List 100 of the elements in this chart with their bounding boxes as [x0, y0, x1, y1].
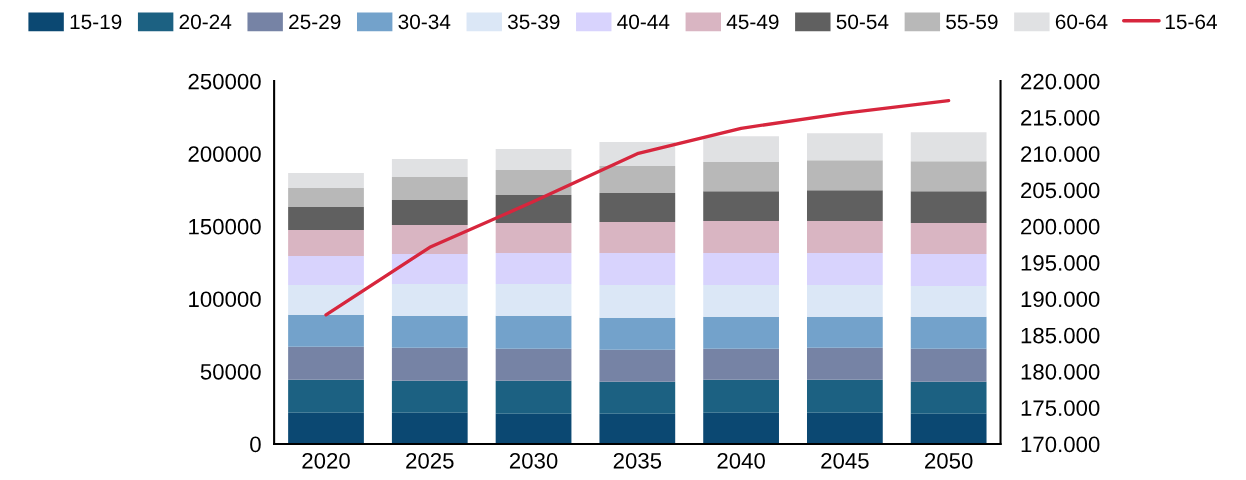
bar	[391, 315, 468, 348]
bar	[703, 221, 779, 253]
bar	[495, 170, 572, 196]
bar	[703, 348, 779, 380]
y2-tick-label: 180.000	[1021, 363, 1100, 380]
bar	[807, 160, 883, 191]
y-tick-label: 50000	[200, 363, 261, 380]
bar	[495, 283, 572, 316]
bar	[391, 159, 468, 178]
bar	[495, 315, 572, 349]
y2-tick-label: 190.000	[1021, 291, 1100, 308]
bar	[288, 173, 364, 188]
y-tick-label: 100000	[189, 291, 261, 308]
bar	[703, 162, 779, 192]
bar	[910, 316, 987, 349]
y2-tick-label: 195.000	[1021, 255, 1100, 271]
bar	[703, 191, 779, 222]
bar	[495, 149, 572, 171]
bar	[599, 317, 676, 350]
y-tick-label: 150000	[189, 218, 261, 235]
bar	[288, 206, 364, 230]
bar	[599, 381, 676, 414]
bar	[288, 412, 364, 444]
x-tick-label: 2045	[821, 452, 869, 469]
y2-tick-label: 215.000	[1021, 109, 1100, 126]
bar	[807, 190, 883, 222]
bar	[807, 284, 883, 317]
x-tick-label: 2020	[302, 452, 350, 469]
bar	[703, 284, 779, 317]
y2-tick-label: 185.000	[1021, 327, 1100, 344]
y2-tick-label: 220.000	[1021, 73, 1100, 90]
y2-tick-label: 175.000	[1021, 400, 1100, 416]
x-tick-label: 2050	[925, 452, 973, 469]
bar	[703, 316, 779, 349]
bar	[288, 187, 364, 207]
x-tick-label: 2040	[717, 452, 765, 469]
bar	[599, 413, 676, 444]
bar	[288, 284, 364, 315]
bar	[910, 381, 987, 414]
bar	[599, 222, 676, 253]
bar	[599, 193, 676, 223]
bar	[599, 252, 676, 285]
legend-label: 45-49	[726, 14, 779, 30]
bar	[807, 316, 883, 348]
y2-tick-label: 170.000	[1021, 436, 1100, 453]
y-tick-label: 200000	[188, 146, 261, 162]
bar	[910, 161, 987, 192]
bar	[391, 283, 468, 316]
bar	[599, 349, 676, 382]
bar	[288, 379, 364, 413]
bar	[391, 224, 468, 254]
legend-label: 25-29	[289, 14, 341, 30]
bar	[807, 347, 883, 380]
legend-label: 40-44	[617, 14, 670, 30]
bar	[910, 191, 987, 224]
y2-tick-label: 205.000	[1021, 182, 1100, 199]
legend-label: 50-54	[836, 14, 889, 30]
bar	[807, 133, 883, 161]
bar	[910, 285, 987, 317]
y-tick-label: 0	[250, 436, 261, 453]
legend-label: 35-39	[507, 14, 560, 30]
bar	[807, 221, 883, 253]
bar	[910, 223, 987, 254]
bar	[703, 379, 779, 413]
bar	[391, 254, 468, 284]
legend-label: 60-64	[1055, 14, 1108, 30]
legend-label: 15-19	[70, 14, 122, 30]
bar	[495, 380, 572, 414]
legend-label: 55-59	[946, 14, 998, 30]
bar	[391, 347, 468, 381]
legend-label: 15-64	[1165, 14, 1217, 30]
y-tick-label: 250000	[188, 73, 261, 90]
bar	[703, 412, 779, 444]
bar	[288, 229, 364, 256]
bar	[807, 252, 883, 285]
bar	[288, 255, 364, 285]
bar	[391, 412, 468, 444]
bar	[391, 200, 468, 225]
bar	[495, 195, 572, 224]
bar	[910, 254, 987, 286]
bar	[495, 223, 572, 253]
y2-tick-label: 200.000	[1021, 218, 1100, 235]
bar	[391, 380, 468, 413]
bar	[495, 252, 572, 284]
bar	[807, 379, 883, 413]
bar	[288, 314, 364, 347]
x-tick-label: 2030	[509, 452, 558, 469]
bar	[703, 252, 779, 285]
bar	[599, 166, 676, 194]
legend-label: 20-24	[179, 14, 232, 30]
x-tick-label: 2035	[613, 452, 662, 469]
bar	[910, 413, 987, 444]
bar	[910, 132, 987, 162]
bar	[495, 348, 572, 381]
bar	[807, 412, 883, 444]
y2-tick-label: 210.000	[1021, 146, 1100, 162]
bar	[391, 177, 468, 200]
bar	[703, 136, 779, 163]
bar	[495, 413, 572, 444]
bar	[599, 284, 676, 318]
